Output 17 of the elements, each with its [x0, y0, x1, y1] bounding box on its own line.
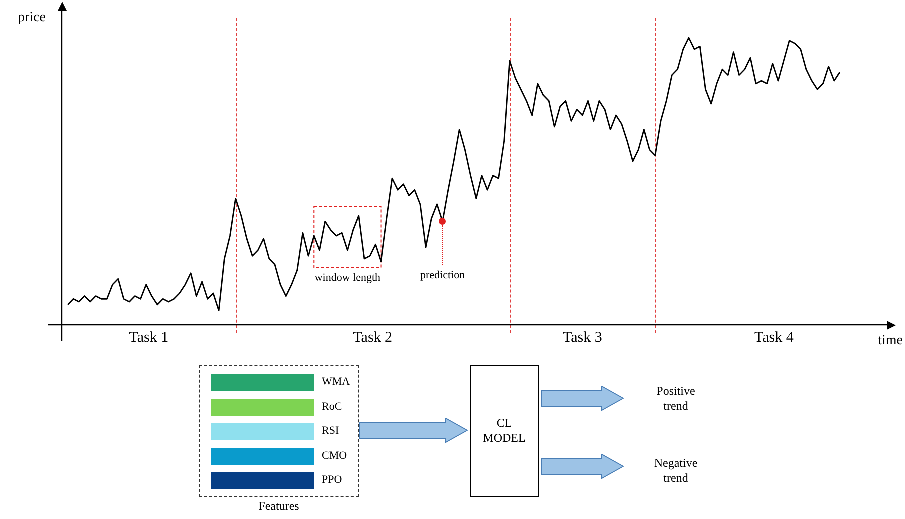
text: RoC: [322, 400, 342, 414]
annotation: window length: [314, 272, 382, 284]
text: PPO: [322, 473, 342, 488]
text: Features: [258, 499, 300, 514]
y-axis-title: price: [18, 10, 46, 26]
annotation: prediction: [420, 270, 466, 282]
text: CMO: [322, 448, 348, 464]
text: WMA: [322, 375, 350, 390]
model-box: CL MODEL: [470, 365, 539, 497]
text: Task 3: [562, 330, 602, 346]
text: RSI: [322, 424, 340, 439]
x-axis-title: time: [878, 334, 903, 349]
text: Task 1: [129, 330, 169, 346]
text: Task 2: [353, 330, 393, 346]
text: Negative trend: [653, 456, 699, 486]
text: Positive trend: [656, 384, 696, 414]
text: Task 4: [754, 330, 794, 346]
